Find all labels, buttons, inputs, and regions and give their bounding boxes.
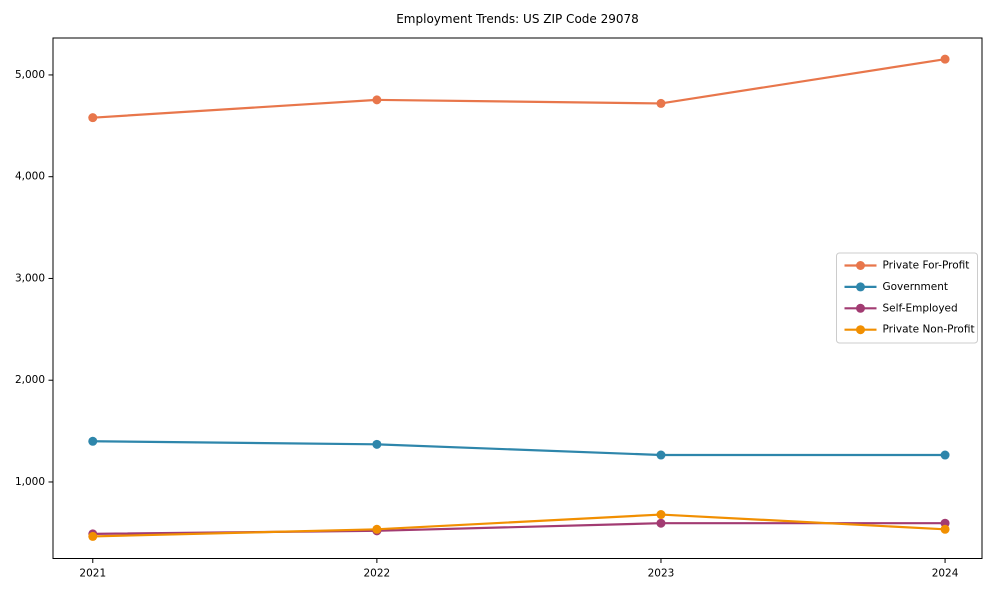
x-tick-label: 2023 — [648, 568, 675, 580]
data-point-private-for-profit — [656, 98, 666, 108]
axes-layer: 1,000 2,000 3,000 4,000 5,000 2021 2022 2023 202… — [15, 37, 983, 580]
y-tick-label: 5,000 — [15, 69, 45, 81]
legend: Private For-Profit Government Self-Employe… — [836, 252, 978, 344]
data-point-private-non-profit — [88, 531, 98, 541]
data-point-private-non-profit — [940, 524, 950, 534]
series-line-government — [91, 440, 947, 457]
y-tick-label: 2,000 — [15, 374, 45, 386]
legend-marker-icon — [856, 303, 865, 313]
data-point-private-for-profit — [88, 113, 98, 123]
chart-title: Employment Trends: US ZIP Code 29078 — [396, 12, 639, 26]
data-point-private-for-profit — [940, 54, 950, 64]
data-point-government — [940, 450, 950, 460]
x-tick-label: 2022 — [364, 568, 391, 580]
legend-entry-private-non-profit: Private Non-Profit — [844, 324, 975, 336]
y-tick-label: 4,000 — [15, 171, 45, 183]
legend-box — [836, 252, 978, 344]
data-point-government — [88, 436, 98, 446]
legend-label: Private For-Profit — [883, 260, 970, 272]
legend-marker-icon — [856, 282, 865, 292]
series-line-private-non-profit — [91, 513, 947, 538]
data-point-private-for-profit — [372, 95, 382, 105]
legend-entry-self-employed: Self-Employed — [844, 302, 958, 314]
plot-border — [52, 37, 983, 559]
data-point-private-non-profit — [656, 510, 666, 520]
legend-marker-icon — [856, 261, 865, 270]
series-layer — [88, 54, 950, 541]
legend-marker-icon — [856, 325, 865, 335]
data-point-private-non-profit — [372, 524, 382, 534]
legend-label: Self-Employed — [883, 302, 958, 314]
legend-label: Private Non-Profit — [883, 324, 975, 336]
legend-entry-government: Government — [844, 281, 948, 293]
legend-entry-private-for-profit: Private For-Profit — [844, 260, 970, 272]
series-line-private-for-profit — [91, 58, 947, 119]
y-tick-label: 3,000 — [15, 272, 45, 284]
data-point-self-employed — [656, 518, 666, 528]
legend-label: Government — [883, 281, 948, 293]
x-tick-label: 2021 — [79, 568, 106, 580]
x-tick-label: 2024 — [932, 568, 959, 580]
data-point-government — [656, 450, 666, 460]
y-tick-label: 1,000 — [15, 476, 45, 488]
data-point-government — [372, 439, 382, 449]
